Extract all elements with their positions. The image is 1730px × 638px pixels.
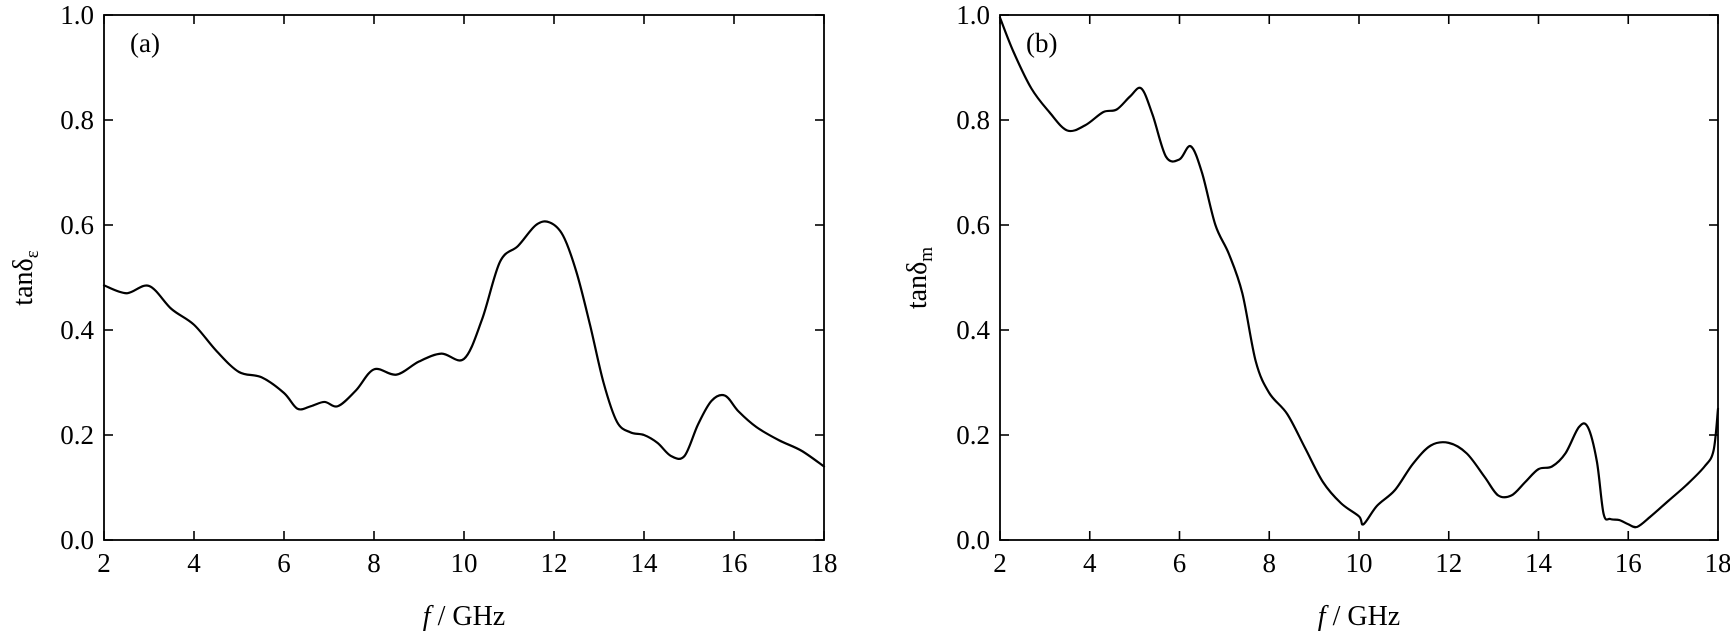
panel-a-ylabel-sub: ε bbox=[22, 250, 43, 258]
panel-a-series-line bbox=[102, 220, 826, 468]
panel-a-ylabel: tanδε bbox=[8, 250, 43, 305]
panel-b-xtick-label: 18 bbox=[1705, 548, 1730, 578]
panel-a-yticks: 0.0 0.2 0.4 0.6 0.8 1.0 bbox=[60, 0, 824, 555]
panel-b-xtick-label: 10 bbox=[1346, 548, 1373, 578]
panel-a-frame bbox=[103, 14, 825, 541]
panel-a-ytick-label: 0.6 bbox=[60, 210, 94, 240]
panel-a-ytick-label: 0.2 bbox=[60, 420, 94, 450]
panel-a-ytick-label: 0.0 bbox=[60, 525, 94, 555]
panel-b-xtick-label: 8 bbox=[1263, 548, 1277, 578]
panel-b-xlabel-unit: / GHz bbox=[1326, 601, 1401, 632]
panel-b-yticks: 0.0 0.2 0.4 0.6 0.8 1.0 bbox=[956, 0, 1718, 555]
panel-a-ytick-label: 0.8 bbox=[60, 105, 94, 135]
panel-a-xtick-label: 2 bbox=[97, 548, 111, 578]
panel-a-xticks: 2 4 6 8 10 12 14 16 18 bbox=[97, 15, 838, 578]
panel-b-series-line bbox=[998, 16, 1720, 529]
panel-b-ylabel: tanδm bbox=[902, 247, 937, 309]
panel-b-label: (b) bbox=[1026, 28, 1057, 58]
panel-a-xtick-label: 12 bbox=[541, 548, 568, 578]
panel-b-ytick-label: 0.2 bbox=[956, 420, 990, 450]
panel-b-xtick-label: 16 bbox=[1615, 548, 1642, 578]
panel-b-ylabel-sub: m bbox=[916, 247, 937, 262]
panel-b-ytick-label: 0.0 bbox=[956, 525, 990, 555]
panel-a-xlabel: f / GHz bbox=[423, 601, 505, 632]
panel-a-xtick-label: 16 bbox=[721, 548, 748, 578]
panel-b-xtick-label: 2 bbox=[993, 548, 1007, 578]
panel-b-xlabel-f: f bbox=[1318, 601, 1329, 632]
panel-b-xticks: 2 4 6 8 10 12 14 16 18 bbox=[993, 15, 1730, 578]
panel-b-xtick-label: 6 bbox=[1173, 548, 1187, 578]
panel-a-xtick-label: 4 bbox=[187, 548, 201, 578]
panel-b-xlabel: f / GHz bbox=[1318, 601, 1400, 632]
panel-a-xtick-label: 10 bbox=[451, 548, 478, 578]
panel-a-ylabel-base: tanδ bbox=[8, 258, 39, 305]
panel-b-ytick-label: 0.6 bbox=[956, 210, 990, 240]
panel-a-ytick-label: 0.4 bbox=[60, 315, 94, 345]
panel-a-xtick-label: 8 bbox=[367, 548, 381, 578]
panel-a-xlabel-f: f bbox=[423, 601, 434, 632]
panel-b-xtick-label: 14 bbox=[1525, 548, 1553, 578]
panel-a-xtick-label: 18 bbox=[811, 548, 838, 578]
panel-a-ytick-label: 1.0 bbox=[60, 0, 94, 30]
panel-a-xlabel-unit: / GHz bbox=[431, 601, 506, 632]
panel-b-ytick-label: 0.8 bbox=[956, 105, 990, 135]
panel-b-ytick-label: 1.0 bbox=[956, 0, 990, 30]
panel-b-xtick-label: 12 bbox=[1435, 548, 1462, 578]
panel-b: 2 4 6 8 10 12 14 16 18 0.0 0.2 0.4 0.6 0.8 1.0 (b) f … bbox=[902, 0, 1730, 632]
panel-b-ytick-label: 0.4 bbox=[956, 315, 990, 345]
panel-a: 2 4 6 8 10 12 14 16 18 0.0 0.2 0.4 0.6 0.8 1.0 (a) f … bbox=[8, 0, 838, 632]
panel-a-xtick-label: 6 bbox=[277, 548, 291, 578]
panel-b-xtick-label: 4 bbox=[1083, 548, 1097, 578]
panel-b-frame bbox=[999, 14, 1719, 541]
panel-b-ylabel-base: tanδ bbox=[902, 262, 933, 309]
panel-a-label: (a) bbox=[130, 28, 160, 58]
panel-a-xtick-label: 14 bbox=[631, 548, 659, 578]
